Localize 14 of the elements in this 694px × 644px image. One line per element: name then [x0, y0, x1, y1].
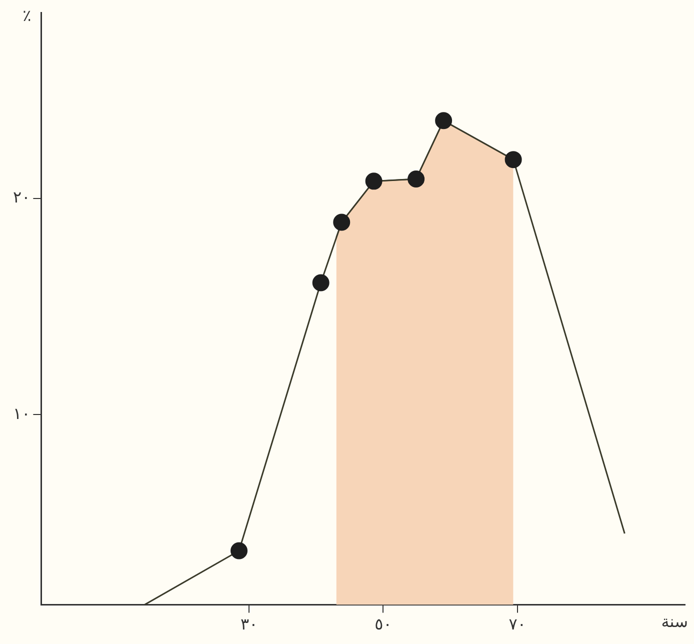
point — [365, 172, 382, 190]
point — [435, 112, 452, 130]
point — [408, 170, 425, 188]
x-tick-label: ٧٠ — [508, 614, 526, 634]
point — [230, 542, 248, 560]
x-axis-title: سنة — [661, 612, 688, 631]
y-axis-title: ٪ — [22, 6, 32, 25]
point — [312, 274, 330, 292]
y-tick-label: ١٠ — [13, 404, 30, 423]
y-tick-label: ٢٠ — [13, 188, 30, 207]
x-tick-label: ٣٠ — [240, 614, 258, 634]
x-tick-label: ٥٠ — [374, 614, 392, 634]
point — [333, 214, 350, 231]
point — [504, 151, 522, 168]
